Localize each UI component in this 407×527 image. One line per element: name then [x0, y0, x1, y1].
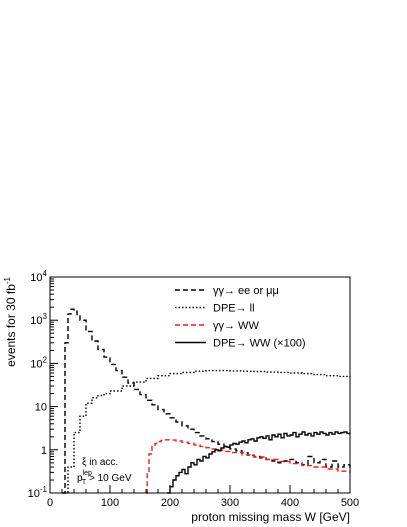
annotation-rest: > 10 GeV [86, 473, 132, 484]
annotation: ξ in acc. plep T > 10 GeV [77, 457, 132, 486]
legend-label: γγ→ WW [213, 320, 259, 332]
annotation-line-2: plep T > 10 GeV [77, 470, 132, 486]
x-tick-label: 500 [341, 497, 359, 509]
axes-layer: 0 100 200 300 400 500 10-1 1 10 102 103 104 [28, 269, 360, 509]
x-tick-label: 100 [101, 497, 119, 509]
y-axis-label: events for 30 fb-1 [3, 276, 18, 366]
annotation-line-1: ξ in acc. [82, 457, 118, 468]
legend: γγ→ ee or μμ DPE→ ll γγ→ WW DPE→ WW (×100) [175, 285, 306, 350]
x-tick-label: 400 [281, 497, 299, 509]
y-tick-label: 103 [30, 312, 47, 327]
x-tick-label: 0 [47, 497, 53, 509]
y-tick-label: 10-1 [28, 485, 48, 500]
plot-frame [49, 276, 351, 494]
series-line [167, 431, 351, 494]
x-tick-label: 300 [221, 497, 239, 509]
y-axis-label-main: events for 30 fb [4, 284, 18, 367]
series-line [62, 308, 351, 494]
y-tick-label: 102 [30, 355, 47, 370]
x-tick-label: 200 [161, 497, 179, 509]
legend-label: γγ→ ee or μμ [213, 285, 279, 297]
annotation-sup: lep [83, 470, 92, 477]
y-tick-label: 1 [41, 445, 47, 457]
annotation-p: p [77, 473, 83, 484]
annotation-sub: T [82, 479, 87, 486]
legend-label: DPE→ WW (×100) [213, 338, 306, 350]
series-line [146, 439, 351, 494]
y-tick-label: 104 [30, 269, 47, 284]
series-layer [62, 308, 351, 494]
y-axis-label-sup: -1 [3, 276, 12, 284]
legend-label: DPE→ ll [213, 303, 255, 315]
x-axis-label: proton missing mass W [GeV] [191, 510, 350, 524]
y-tick-label: 10 [35, 402, 47, 414]
